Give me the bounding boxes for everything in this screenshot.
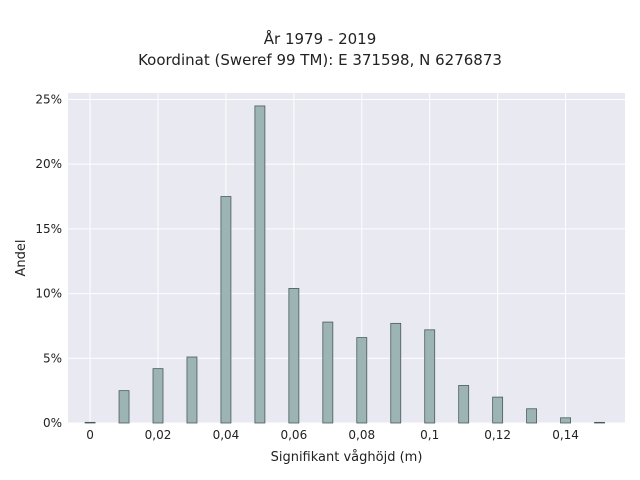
y-tick-label: 25%: [35, 92, 62, 106]
x-tick-label: 0,06: [280, 428, 307, 442]
histogram-bar: [322, 321, 334, 424]
tick-label-layer: 0 0,02 0,04 0,06 0,08 0,1 0,12 0,14 0% 5% 10% 15% 20…: [35, 92, 579, 442]
x-tick-label: 0: [86, 428, 94, 442]
x-axis-label: Signifikant våghöjd (m): [271, 450, 423, 465]
y-tick-label: 5%: [43, 351, 62, 365]
grid-layer: [68, 93, 625, 424]
x-tick-label: 0,08: [348, 428, 375, 442]
histogram-bar: [458, 385, 470, 424]
histogram-bar: [492, 396, 504, 424]
histogram-bar: [390, 322, 402, 424]
histogram-bar: [526, 408, 538, 424]
histogram-bar: [594, 421, 605, 424]
x-tick-label: 0,1: [420, 428, 439, 442]
histogram-bar: [220, 196, 232, 424]
histogram-bar: [288, 288, 300, 424]
x-tick-label: 0,12: [484, 428, 511, 442]
histogram-bar: [118, 390, 130, 424]
y-tick-label: 20%: [35, 157, 62, 171]
histogram-bar: [424, 329, 436, 424]
histogram-bar: [152, 368, 164, 424]
histogram-bar: [356, 337, 368, 424]
histogram-bar: [186, 356, 198, 424]
histogram-bar: [84, 421, 96, 424]
x-tick-label: 0,14: [552, 428, 579, 442]
y-tick-label: 15%: [35, 222, 62, 236]
chart-title-line-1: År 1979 - 2019: [263, 30, 377, 48]
bar-layer: [84, 105, 605, 424]
histogram-bar: [254, 105, 266, 424]
y-tick-label: 0%: [43, 416, 62, 430]
plot-area: [68, 93, 625, 423]
chart-title-line-2: Koordinat (Sweref 99 TM): E 371598, N 62…: [138, 51, 502, 69]
x-tick-label: 0,02: [145, 428, 172, 442]
histogram-bar: [560, 417, 571, 424]
y-axis-label: Andel: [14, 240, 29, 277]
y-tick-label: 10%: [35, 287, 62, 301]
x-tick-label: 0,04: [213, 428, 240, 442]
